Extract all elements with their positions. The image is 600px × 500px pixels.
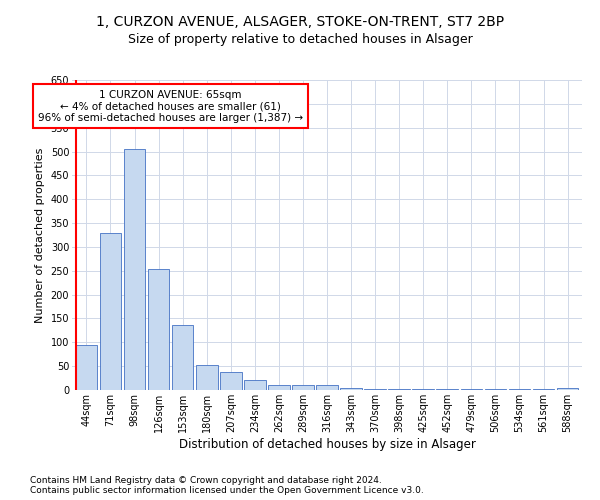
Bar <box>244 380 266 390</box>
X-axis label: Distribution of detached houses by size in Alsager: Distribution of detached houses by size … <box>179 438 475 450</box>
Text: 1 CURZON AVENUE: 65sqm
← 4% of detached houses are smaller (61)
96% of semi-deta: 1 CURZON AVENUE: 65sqm ← 4% of detached … <box>38 90 303 122</box>
Bar <box>509 389 530 390</box>
Bar <box>292 385 314 390</box>
Text: 1, CURZON AVENUE, ALSAGER, STOKE-ON-TRENT, ST7 2BP: 1, CURZON AVENUE, ALSAGER, STOKE-ON-TREN… <box>96 15 504 29</box>
Y-axis label: Number of detached properties: Number of detached properties <box>35 148 45 322</box>
Bar <box>196 364 218 390</box>
Text: Contains public sector information licensed under the Open Government Licence v3: Contains public sector information licen… <box>30 486 424 495</box>
Bar <box>436 389 458 390</box>
Bar <box>364 388 386 390</box>
Bar <box>485 389 506 390</box>
Bar <box>172 324 193 390</box>
Text: Contains HM Land Registry data © Crown copyright and database right 2024.: Contains HM Land Registry data © Crown c… <box>30 476 382 485</box>
Bar <box>220 372 242 390</box>
Bar <box>461 389 482 390</box>
Bar <box>340 388 362 390</box>
Bar <box>557 388 578 390</box>
Bar <box>533 389 554 390</box>
Bar <box>100 232 121 390</box>
Bar <box>76 344 97 390</box>
Bar <box>316 385 338 390</box>
Bar <box>148 270 169 390</box>
Bar <box>412 389 434 390</box>
Bar <box>388 388 410 390</box>
Bar <box>268 385 290 390</box>
Bar <box>124 149 145 390</box>
Text: Size of property relative to detached houses in Alsager: Size of property relative to detached ho… <box>128 32 472 46</box>
